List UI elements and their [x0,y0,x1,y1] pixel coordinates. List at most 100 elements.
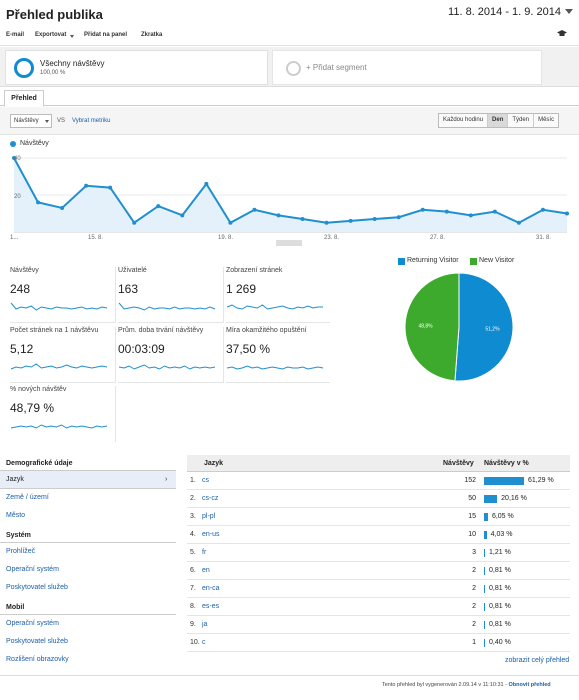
nav-item-language[interactable]: Jazyk [6,476,24,483]
chart-collapse-handle[interactable] [276,240,302,246]
nav-active-highlight [0,471,176,488]
metric-new-visits[interactable]: % nových návštěv 48,79 % [10,386,116,442]
col-visits[interactable]: Návštěvy [443,460,474,467]
row-language-link[interactable]: en [202,567,210,574]
shortcut-button[interactable]: Zkratka [141,32,163,38]
visitor-type-pie-chart[interactable]: 51,2% 48,8% [405,273,513,381]
col-visits-pct[interactable]: Návštěvy v % [484,460,529,467]
table-row[interactable] [187,508,570,526]
table-row[interactable] [187,490,570,508]
table-row[interactable] [187,526,570,544]
email-button[interactable]: E-mail [6,32,25,38]
legend-new-visitor: New Visitor [479,257,515,264]
row-language-link[interactable]: cs [202,477,209,484]
add-to-dashboard-button[interactable]: Přidat na panel [84,32,128,38]
data-point [540,207,545,212]
nav-item-mobile-provider[interactable]: Poskytovatel služeb [6,638,68,645]
metric-label: Návštěvy [10,267,39,274]
data-point [156,204,161,209]
row-visits-pct: 6,05 % [491,513,514,520]
row-visits-pct: 0,81 % [489,621,511,628]
nav-item-browser[interactable]: Prohlížeč [6,548,36,555]
row-language-link[interactable]: ja [202,621,208,628]
metric-visits[interactable]: Návštěvy 248 [10,267,116,323]
row-index: 6. [190,567,196,574]
row-visits: 152 [464,477,476,484]
tab-overview[interactable]: Přehled [4,90,44,107]
vs-label: VS [57,118,66,124]
table-row[interactable] [187,634,570,652]
refresh-report-link[interactable]: Obnovit přehled [508,682,551,688]
chevron-down-icon[interactable] [70,35,74,38]
table-row[interactable] [187,562,570,580]
nav-item-service-provider[interactable]: Poskytovatel služeb [6,584,68,591]
add-segment-button[interactable]: + Přidat segment [306,63,367,72]
metric-pages-per-visit[interactable]: Počet stránek na 1 návštěvu 5,12 [10,327,116,383]
metric-bounce-rate[interactable]: Míra okamžitého opuštění 37,50 % [226,327,330,383]
table-row[interactable] [187,598,570,616]
col-language[interactable]: Jazyk [204,460,224,467]
table-row[interactable] [187,472,570,490]
row-visits: 2 [472,585,476,592]
data-point [372,217,377,222]
nav-mobile-heading: Mobil [6,604,25,611]
data-point [468,213,473,218]
row-language-link[interactable]: cs-cz [202,495,219,502]
page-title: Přehled publika [6,7,103,22]
graduation-cap-icon[interactable] [557,30,567,37]
pie-slice-returning[interactable] [454,273,513,381]
period-month-button[interactable]: Měsíc [538,117,555,123]
data-point [252,207,257,212]
table-row[interactable] [187,616,570,634]
chevron-down-icon[interactable] [565,9,573,14]
y-tick-label: 20 [14,194,21,200]
row-visits: 15 [468,513,476,520]
visits-line-chart[interactable]: 40 20 1... 15. 8. 19. 8. 23. 8. 27. 8. 31. 8. [0,148,579,240]
metric-pageviews[interactable]: Zobrazení stránek 1 269 [226,267,330,323]
data-point [324,220,329,225]
nav-item-mobile-os[interactable]: Operační systém [6,620,59,627]
row-index: 5. [190,549,196,556]
period-hourly-button[interactable]: Každou hodinu [439,114,489,127]
table-row[interactable] [187,580,570,598]
data-point [108,185,113,190]
row-language-link[interactable]: fr [202,549,207,556]
add-segment-card[interactable] [272,50,542,85]
row-share-bar [484,585,485,593]
period-week-button[interactable]: Týden [508,114,535,127]
row-language-link[interactable]: c [202,639,206,646]
data-point [276,213,281,218]
nav-item-city[interactable]: Město [6,512,26,519]
metric-label: Uživatelé [118,267,147,274]
metric-select[interactable]: Návštěvy [10,114,52,128]
row-language-link[interactable]: en-ca [202,585,220,592]
chevron-down-icon[interactable] [45,120,49,123]
metric-avg-duration[interactable]: Prům. doba trvání návštěvy 00:03:09 [118,327,224,383]
table-row[interactable] [187,544,570,562]
nav-item-os[interactable]: Operační systém [6,566,59,573]
nav-item-country[interactable]: Země / území [6,494,49,501]
divider [0,488,176,489]
row-language-link[interactable]: es-es [202,603,220,610]
row-language-link[interactable]: en-us [202,531,220,538]
period-day-button[interactable]: Den [488,114,509,127]
show-full-report-link[interactable]: zobrazit celý přehled [505,657,570,664]
row-language-link[interactable]: pl-pl [202,513,216,520]
pick-metric-link[interactable]: Vybrat metriku [72,118,111,124]
nav-item-screen-resolution[interactable]: Rozlišení obrazovky [6,656,69,663]
metric-value: 37,50 % [226,342,271,356]
data-point [36,200,41,205]
segment-all-visits[interactable] [5,50,268,85]
data-point [12,156,16,160]
x-tick-label: 1... [10,235,19,240]
export-button[interactable]: Exportovat [35,32,67,38]
row-visits-pct: 20,16 % [501,495,527,502]
date-range-picker[interactable]: 11. 8. 2014 - 1. 9. 2014 [448,6,561,18]
metric-value: 00:03:09 [118,342,165,356]
pie-slice-new[interactable] [405,273,460,381]
metric-users[interactable]: Uživatelé 163 [118,267,224,323]
data-point [516,220,521,225]
x-tick-label: 23. 8. [324,235,339,240]
row-share-bar [484,567,485,575]
data-point [132,220,137,225]
